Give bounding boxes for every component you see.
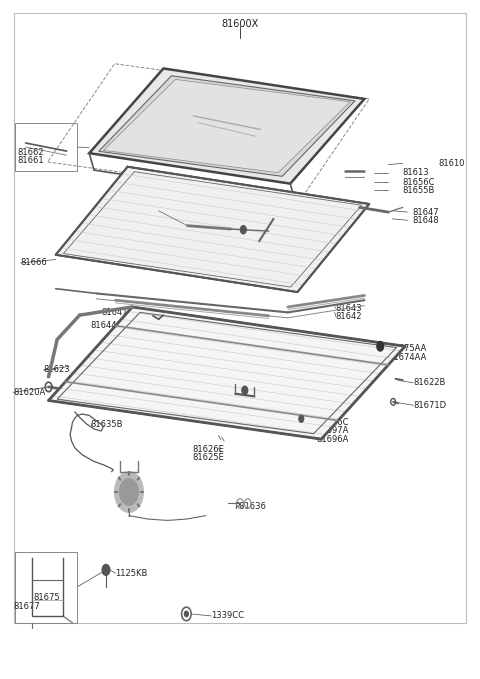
Text: 81666: 81666 [21, 259, 48, 268]
Text: 81622B: 81622B [413, 378, 445, 387]
Polygon shape [56, 167, 369, 292]
Text: 81677: 81677 [13, 602, 40, 611]
Circle shape [115, 472, 144, 512]
Text: 81613: 81613 [403, 168, 429, 177]
Text: 81635B: 81635B [91, 420, 123, 429]
Text: 81661: 81661 [17, 156, 44, 165]
Text: 81644C: 81644C [91, 320, 123, 330]
Text: 81643: 81643 [336, 304, 362, 313]
Circle shape [102, 564, 110, 575]
Text: 81617A: 81617A [211, 392, 244, 401]
Text: 1339CC: 1339CC [211, 612, 244, 621]
Text: 81671D: 81671D [413, 401, 446, 409]
Text: 81620A: 81620A [13, 388, 46, 397]
Text: 81631: 81631 [117, 495, 143, 504]
Text: 81641: 81641 [101, 308, 128, 317]
Circle shape [299, 416, 304, 422]
Text: 81647: 81647 [412, 208, 439, 217]
Circle shape [120, 479, 138, 505]
Text: 81816C: 81816C [317, 418, 349, 427]
Polygon shape [104, 79, 350, 172]
Text: 81621B: 81621B [254, 242, 287, 251]
Text: 81642: 81642 [336, 312, 362, 321]
Text: 81623: 81623 [44, 365, 71, 375]
Polygon shape [89, 69, 364, 183]
Text: 69226: 69226 [187, 228, 214, 237]
Text: 81697A: 81697A [317, 426, 349, 435]
Circle shape [242, 386, 248, 394]
Text: 81648: 81648 [412, 216, 439, 225]
Text: 81656C: 81656C [403, 178, 435, 187]
Text: 81600X: 81600X [221, 19, 259, 29]
Text: 81662: 81662 [17, 148, 44, 157]
Text: 81626E: 81626E [192, 445, 224, 454]
Polygon shape [48, 307, 405, 439]
Text: 1125KB: 1125KB [116, 569, 148, 578]
Text: 81625E: 81625E [192, 453, 224, 462]
Text: 81655B: 81655B [403, 186, 435, 195]
Text: P81636: P81636 [234, 502, 265, 511]
Circle shape [377, 342, 384, 351]
Text: 81675: 81675 [33, 593, 60, 602]
Text: 81696A: 81696A [317, 435, 349, 443]
Text: 81674AA: 81674AA [388, 352, 427, 362]
Polygon shape [99, 76, 355, 177]
Text: 81675AA: 81675AA [388, 344, 427, 354]
Circle shape [184, 611, 188, 617]
Circle shape [240, 225, 246, 234]
Text: 81610: 81610 [439, 159, 465, 168]
